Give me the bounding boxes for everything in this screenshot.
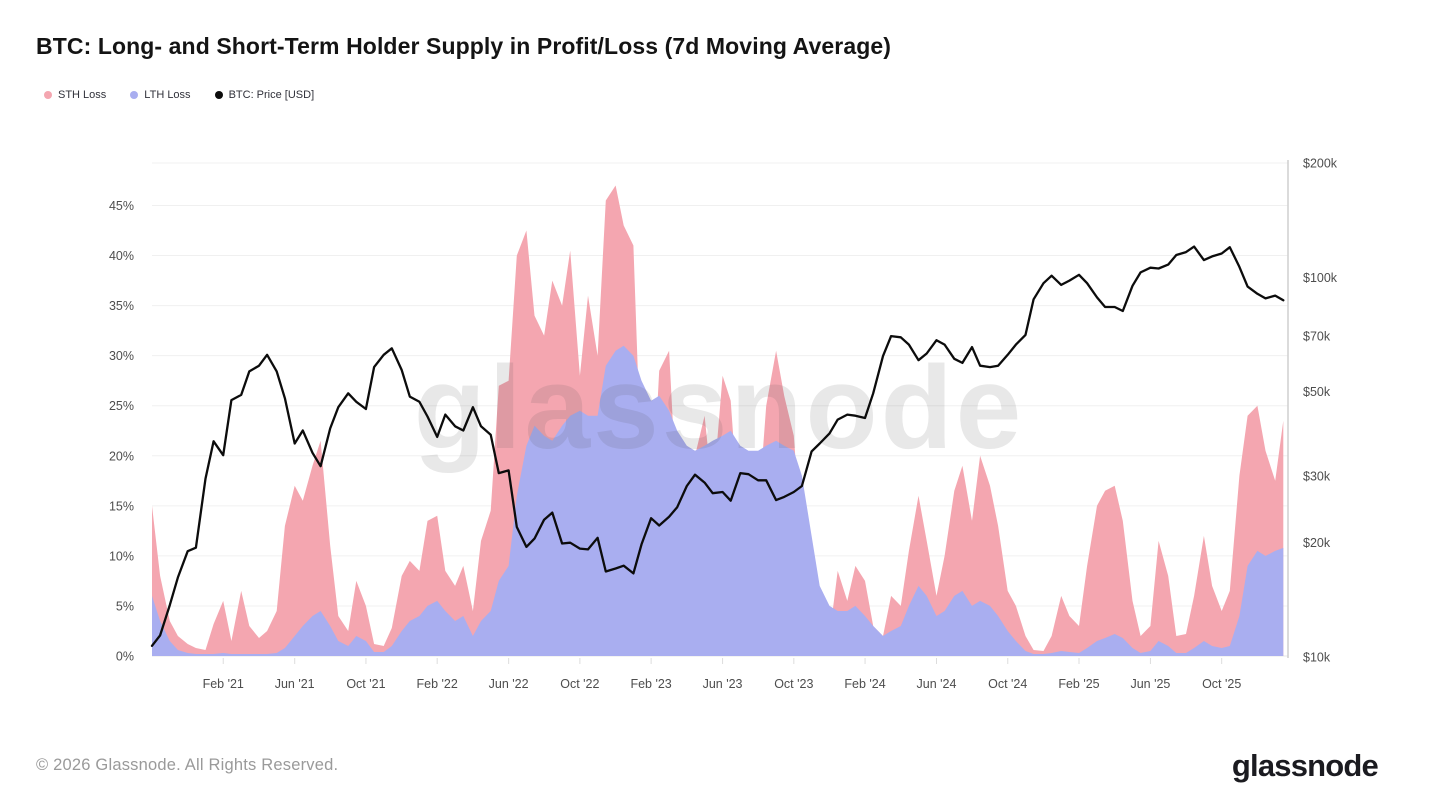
- right-axis-tick-label: $200k: [1303, 157, 1338, 171]
- left-axis-tick-label: 35%: [109, 299, 134, 313]
- x-axis-tick-label: Feb '22: [417, 677, 458, 691]
- x-axis-tick-label: Feb '24: [844, 677, 885, 691]
- left-axis-tick-label: 10%: [109, 549, 134, 563]
- x-axis-tick-label: Jun '22: [489, 677, 529, 691]
- x-axis-tick-label: Jun '23: [703, 677, 743, 691]
- x-axis-tick-label: Feb '21: [203, 677, 244, 691]
- right-axis-tick-label: $30k: [1303, 469, 1331, 483]
- left-axis-tick-label: 5%: [116, 599, 134, 613]
- left-axis-tick-label: 40%: [109, 249, 134, 263]
- btc-price-dot-icon: [214, 91, 223, 99]
- x-axis-tick-label: Jun '21: [275, 677, 315, 691]
- right-axis-tick-label: $70k: [1303, 330, 1331, 344]
- left-axis-tick-label: 0%: [116, 650, 134, 664]
- x-axis-tick-label: Jun '24: [917, 677, 957, 691]
- sth-loss-dot-icon: [44, 91, 52, 99]
- right-axis-tick-label: $100k: [1303, 271, 1338, 285]
- watermark-text: glassnode: [414, 342, 1025, 474]
- legend-label: STH Loss: [58, 89, 107, 101]
- x-axis-tick-label: Oct '21: [346, 677, 385, 691]
- area-lth-loss: [152, 345, 1284, 656]
- glassnode-logo: glassnode: [1231, 748, 1379, 783]
- x-axis-tick-label: Feb '25: [1058, 677, 1099, 691]
- copyright-text: © 2026 Glassnode. All Rights Reserved.: [36, 756, 339, 774]
- legend-label: LTH Loss: [144, 89, 191, 101]
- legend-item-btc-price[interactable]: BTC: Price [USD]: [214, 89, 315, 101]
- x-axis-tick-label: Oct '25: [1202, 677, 1241, 691]
- left-axis-tick-label: 20%: [109, 449, 134, 463]
- right-axis-tick-label: $50k: [1303, 385, 1331, 399]
- x-axis-tick-label: Oct '22: [560, 677, 599, 691]
- left-axis-tick-label: 15%: [109, 499, 134, 513]
- right-axis-tick-label: $20k: [1303, 536, 1331, 550]
- left-axis-tick-label: 30%: [109, 349, 134, 363]
- x-axis-tick-label: Feb '23: [630, 677, 671, 691]
- area-sth-loss: [152, 185, 1284, 656]
- x-axis-tick-label: Oct '24: [988, 677, 1027, 691]
- chart-legend: STH Loss LTH Loss BTC: Price [USD]: [44, 89, 314, 101]
- legend-item-lth-loss[interactable]: LTH Loss: [130, 89, 191, 101]
- left-axis-tick-label: 45%: [109, 199, 134, 213]
- btc-price-line: [150, 245, 1285, 647]
- x-axis-tick-label: Oct '23: [774, 677, 813, 691]
- page-title: BTC: Long- and Short-Term Holder Supply …: [36, 33, 892, 59]
- legend-label: BTC: Price [USD]: [228, 89, 315, 101]
- lth-loss-dot-icon: [130, 91, 139, 99]
- right-axis-tick-label: $10k: [1303, 651, 1331, 665]
- x-axis-tick-label: Jun '25: [1130, 677, 1170, 691]
- legend-item-sth-loss[interactable]: STH Loss: [44, 89, 106, 101]
- left-axis-tick-label: 25%: [109, 399, 134, 413]
